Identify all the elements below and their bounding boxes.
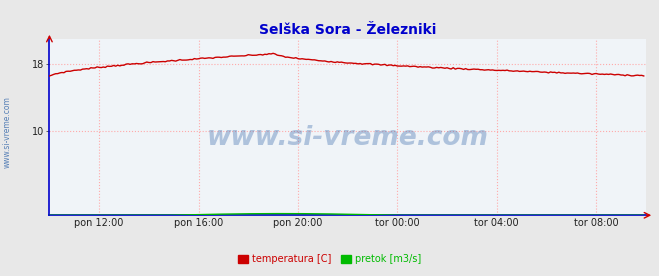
Legend: temperatura [C], pretok [m3/s]: temperatura [C], pretok [m3/s] — [235, 251, 424, 268]
Text: www.si-vreme.com: www.si-vreme.com — [3, 97, 12, 168]
Title: Selška Sora - Železniki: Selška Sora - Železniki — [259, 23, 436, 38]
Text: www.si-vreme.com: www.si-vreme.com — [207, 124, 488, 151]
